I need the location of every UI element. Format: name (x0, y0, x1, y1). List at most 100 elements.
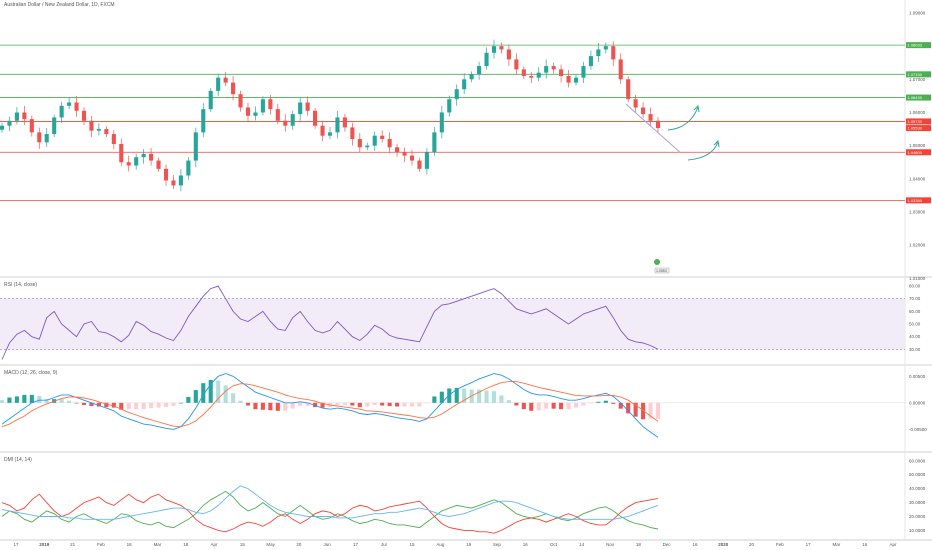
x-axis-tick-label: Oct (550, 542, 558, 547)
candle-body (29, 119, 34, 133)
macd-histogram-bar (566, 402, 571, 410)
macd-histogram-bar (342, 402, 347, 405)
macd-histogram-bar (245, 402, 251, 406)
macd-histogram-bar (357, 402, 362, 408)
macd-pane-label: MACD (12, 26, close, 9) (4, 370, 58, 376)
candle-body (484, 52, 489, 67)
macd-histogram-bar (559, 402, 564, 410)
macd-histogram-bar (395, 402, 400, 407)
candle-body (581, 66, 586, 78)
candle-body (402, 152, 407, 156)
x-axis-tick-label: 2020 (718, 542, 729, 547)
macd-histogram-bar (551, 402, 556, 409)
candle-body (372, 135, 377, 146)
macd-histogram-bar (447, 388, 452, 403)
candle-body (238, 94, 243, 108)
macd-histogram-bar (253, 402, 258, 410)
candle-body (626, 79, 631, 100)
candle-body (327, 132, 333, 136)
price-tick-label: 1.09000 (909, 10, 926, 15)
candle-body (365, 145, 370, 148)
macd-histogram-bar (111, 402, 116, 408)
macd-histogram-bar (424, 402, 429, 404)
macd-histogram-bar (260, 402, 265, 410)
candle-body (424, 152, 429, 169)
candle-body (655, 120, 661, 129)
x-axis-tick-label: 19 (466, 542, 472, 547)
macd-histogram-bar (618, 402, 623, 409)
macd-histogram-bar (514, 402, 519, 406)
candle-body (544, 66, 549, 73)
badge-icon (654, 259, 660, 265)
candle-body (536, 72, 541, 78)
candle-body (141, 153, 146, 158)
candle-body (22, 112, 27, 120)
candle-body (387, 139, 392, 148)
macd-histogram-bar (186, 396, 191, 403)
indicator-tick-label: 70.00 (909, 296, 921, 301)
macd-histogram-bar (119, 402, 124, 410)
macd-histogram-bar (44, 399, 49, 403)
indicator-tick-label: 0.00000 (909, 400, 926, 405)
macd-histogram-bar (275, 402, 280, 411)
macd-histogram-bar (409, 402, 415, 407)
candle-body (171, 180, 176, 186)
price-tick-label: 1.03000 (909, 209, 926, 214)
indicator-tick-label: 30.00 (909, 347, 921, 352)
candle-body (37, 132, 42, 143)
candle-body (469, 74, 474, 80)
macd-histogram-bar (37, 395, 42, 403)
candle-body (260, 99, 265, 113)
macd-histogram-bar (193, 390, 198, 403)
macd-histogram-bar (641, 402, 646, 420)
level-price-tag (906, 118, 931, 125)
level-price-label: 1.07150 (908, 72, 923, 77)
dmi-minus-line (1, 493, 659, 534)
macd-histogram-bar (290, 402, 295, 409)
macd-signal-line (1, 381, 659, 428)
macd-histogram-bar (603, 400, 608, 403)
macd-histogram-bar (238, 400, 243, 403)
candle-body (454, 89, 459, 100)
dmi-pane-label: DMI (14, 14) (4, 457, 32, 463)
candle-body (149, 153, 154, 161)
candle-body (96, 129, 101, 131)
price-tick-label: 1.06000 (909, 110, 926, 115)
indicator-tick-label: -0.00500 (909, 427, 927, 432)
macd-histogram-bar (74, 402, 79, 404)
x-axis-tick-label: 2019 (39, 542, 50, 547)
candle-body (52, 117, 57, 135)
x-axis-tick-label: Dec (663, 542, 672, 547)
macd-histogram-bar (484, 390, 489, 403)
x-axis-tick-label: Feb (97, 542, 105, 547)
chart-title: Australian Dollar / New Zealand Dollar, … (4, 2, 115, 8)
macd-histogram-bar (387, 402, 392, 407)
candle-body (290, 114, 295, 126)
candle-body (551, 66, 556, 70)
candle-body (603, 46, 608, 50)
macd-histogram-bar (626, 402, 631, 414)
candle-body (81, 110, 87, 121)
indicator-tick-label: 80.00 (909, 284, 921, 289)
candle-body (477, 66, 482, 75)
lower-arrow-head (713, 139, 720, 148)
candle-body (395, 147, 400, 153)
level-price-tag (906, 71, 931, 78)
x-axis-tick-label: 20 (296, 542, 302, 547)
x-axis-tick-label: 17 (806, 542, 812, 547)
level-price-tag (906, 42, 931, 49)
x-axis-tick-label: Mar (833, 542, 841, 547)
candle-body (648, 114, 653, 121)
candle-body (611, 46, 616, 60)
badge-box (654, 267, 670, 274)
macd-histogram-bar (521, 402, 526, 410)
x-axis-tick-label: 17 (353, 542, 359, 547)
x-axis-tick-label: Jul (381, 542, 387, 547)
level-price-label: 1.06430 (908, 95, 923, 100)
rsi-pane-label: RSI (14, close) (4, 282, 38, 288)
macd-histogram-bar (439, 391, 444, 403)
macd-histogram-bar (633, 402, 638, 417)
x-axis-tick-label: 15 (410, 542, 416, 547)
rsi-line (1, 285, 659, 360)
